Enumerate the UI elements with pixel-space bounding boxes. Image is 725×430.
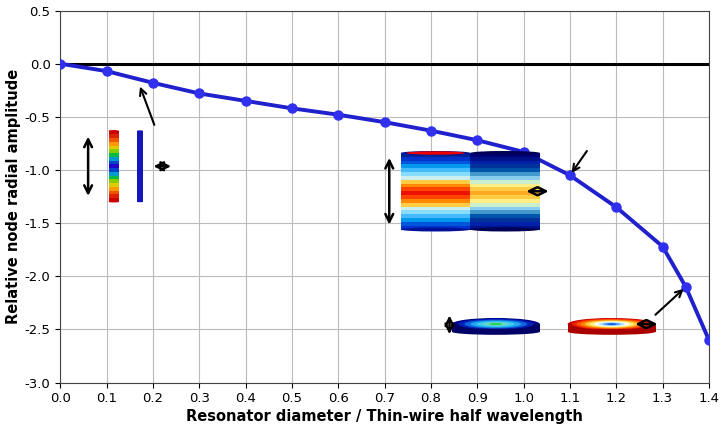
Bar xyxy=(109,179,119,183)
Bar xyxy=(401,168,471,172)
Bar xyxy=(471,210,540,214)
Bar xyxy=(471,164,540,168)
Bar xyxy=(401,164,471,168)
Ellipse shape xyxy=(585,320,638,328)
Ellipse shape xyxy=(603,323,621,326)
Ellipse shape xyxy=(471,227,540,231)
Bar xyxy=(109,190,119,194)
Bar xyxy=(401,199,471,203)
Bar xyxy=(137,131,143,202)
Bar xyxy=(401,214,471,218)
Bar xyxy=(401,210,471,214)
Bar xyxy=(471,203,540,206)
Bar xyxy=(109,146,119,149)
Bar xyxy=(471,184,540,187)
Bar xyxy=(401,203,471,206)
Bar xyxy=(401,187,471,191)
Bar xyxy=(109,168,119,172)
Bar xyxy=(401,176,471,180)
Bar xyxy=(401,222,471,226)
Bar xyxy=(401,172,471,176)
Bar xyxy=(471,157,540,161)
Bar xyxy=(109,149,119,153)
Bar xyxy=(109,198,119,202)
Bar xyxy=(109,183,119,187)
Bar xyxy=(471,195,540,199)
Bar xyxy=(471,180,540,184)
Ellipse shape xyxy=(452,329,540,335)
Ellipse shape xyxy=(568,318,655,330)
Bar xyxy=(471,153,540,157)
Ellipse shape xyxy=(489,323,502,325)
X-axis label: Resonator diameter / Thin-wire half wavelength: Resonator diameter / Thin-wire half wave… xyxy=(186,409,583,424)
Bar xyxy=(401,153,471,157)
Ellipse shape xyxy=(589,321,634,327)
Ellipse shape xyxy=(477,322,515,327)
Ellipse shape xyxy=(458,319,534,329)
Bar xyxy=(401,206,471,210)
Ellipse shape xyxy=(406,151,465,155)
Bar xyxy=(401,160,471,164)
Bar xyxy=(109,138,119,142)
Ellipse shape xyxy=(576,319,647,329)
Ellipse shape xyxy=(109,130,119,131)
Bar xyxy=(401,184,471,187)
Ellipse shape xyxy=(572,319,651,330)
Ellipse shape xyxy=(484,322,508,326)
Ellipse shape xyxy=(471,321,521,328)
Bar xyxy=(471,168,540,172)
Bar xyxy=(109,134,119,138)
Bar xyxy=(109,164,119,168)
Bar xyxy=(471,218,540,222)
Bar xyxy=(109,160,119,164)
Bar xyxy=(568,324,655,332)
Bar xyxy=(109,194,119,198)
Bar xyxy=(471,214,540,218)
Ellipse shape xyxy=(401,227,471,231)
Bar xyxy=(109,157,119,161)
Bar xyxy=(471,176,540,180)
Ellipse shape xyxy=(401,151,471,155)
Ellipse shape xyxy=(465,320,527,329)
Ellipse shape xyxy=(608,323,616,325)
Bar xyxy=(109,153,119,157)
Bar xyxy=(401,218,471,222)
Bar xyxy=(471,206,540,210)
Ellipse shape xyxy=(452,318,540,330)
Bar xyxy=(401,195,471,199)
Ellipse shape xyxy=(581,320,642,329)
Bar xyxy=(452,324,540,332)
Ellipse shape xyxy=(471,151,540,155)
Ellipse shape xyxy=(137,130,143,131)
Bar xyxy=(471,222,540,226)
Bar xyxy=(471,191,540,195)
Bar xyxy=(471,160,540,164)
Bar xyxy=(401,191,471,195)
Bar xyxy=(471,187,540,191)
Bar xyxy=(471,226,540,230)
Bar xyxy=(109,172,119,175)
Bar xyxy=(109,175,119,179)
Ellipse shape xyxy=(568,329,655,335)
Bar xyxy=(471,172,540,176)
Bar xyxy=(401,226,471,230)
Bar xyxy=(109,131,119,135)
Bar xyxy=(401,180,471,184)
Bar xyxy=(471,199,540,203)
Y-axis label: Relative node radial amplitude: Relative node radial amplitude xyxy=(6,69,20,324)
Bar xyxy=(109,142,119,146)
Bar xyxy=(109,187,119,190)
Ellipse shape xyxy=(109,201,119,203)
Ellipse shape xyxy=(598,322,625,326)
Bar xyxy=(401,157,471,161)
Ellipse shape xyxy=(594,322,629,326)
